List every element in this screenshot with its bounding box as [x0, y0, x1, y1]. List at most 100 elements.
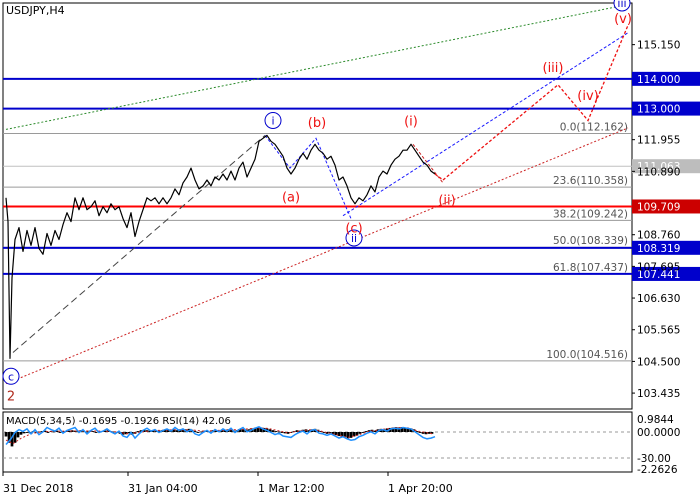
level-badge-label: 114.000	[637, 74, 680, 86]
y-tick-label: 106.630	[637, 293, 680, 305]
macd-histogram-bar	[328, 432, 332, 433]
wave-label: c	[8, 370, 14, 383]
macd-histogram-bar	[364, 431, 368, 432]
macd-histogram-bar	[55, 430, 59, 432]
macd-histogram-bar	[127, 432, 131, 434]
wave-label: (a)	[282, 190, 300, 205]
wave-label: iii	[617, 0, 626, 10]
indicator-title: MACD(5,34,5) -0.1695 -0.1926 RSI(14) 42.…	[6, 416, 231, 427]
macd-histogram-bar	[355, 432, 359, 436]
x-tick-label: 31 Dec 2018	[3, 482, 73, 495]
horizontal-levels: 114.000 113.000 109.709 108.319 107.441 111.0…	[3, 71, 700, 281]
axes: 115.150 111.955 110.890 108.760 107.695 106.6…	[2, 40, 680, 495]
fib-level-label: 50.0(108.339)	[553, 235, 628, 247]
y-tick-label: 103.435	[637, 388, 680, 400]
macd-histogram-bar	[385, 428, 389, 432]
y-tick-label: 105.565	[637, 325, 680, 337]
macd-histogram-bar	[199, 431, 203, 433]
y-tick-label: 108.760	[637, 230, 680, 242]
wave-label-circle	[2, 367, 20, 385]
level-badge-label: 108.319	[637, 243, 680, 255]
macd-histogram-bar	[307, 430, 311, 432]
macd-histogram-bar	[67, 430, 71, 432]
macd-histogram-bar	[181, 429, 185, 432]
wave-label-circle	[345, 229, 363, 247]
macd-histogram-bar	[373, 430, 377, 432]
macd-histogram-bar	[154, 431, 158, 432]
y-tick-label: 110.890	[637, 166, 680, 178]
macd-histogram-bar	[46, 432, 50, 433]
macd-histogram-bar	[283, 432, 287, 434]
wave-i-ii-path	[412, 143, 444, 184]
macd-signal-line	[5, 426, 433, 445]
macd-histogram-bar	[358, 432, 362, 434]
trend-line-blue-dotted	[342, 32, 629, 217]
wave-label: (iv)	[577, 89, 598, 104]
macd-histogram-bar	[337, 432, 341, 437]
macd-histogram-bar	[103, 430, 107, 432]
macd-histogram-bar	[220, 429, 224, 432]
macd-histogram-bar	[193, 431, 197, 432]
macd-histogram-bar	[91, 431, 95, 432]
trend-lines	[5, 3, 629, 385]
y-tick-label: 104.500	[637, 356, 680, 368]
fib-level-label: 100.0(104.516)	[546, 349, 628, 361]
macd-histogram-bar	[241, 428, 245, 432]
macd-histogram-bar	[343, 432, 347, 437]
macd-histogram-bar	[22, 432, 26, 434]
fib-level-label: 0.0(112.162)	[560, 122, 628, 134]
wave-label: ii	[351, 232, 357, 245]
macd-histogram-bar	[58, 432, 62, 433]
macd-histogram-bar	[16, 432, 20, 438]
x-tick-label: 31 Jan 04:00	[128, 482, 198, 495]
wave-label: (i)	[404, 114, 418, 129]
main-chart-title: USDJPY,H4	[6, 4, 65, 17]
macd-histogram-bar	[229, 429, 233, 432]
macd-histogram-bar	[40, 431, 44, 432]
indicator-tick-label: -30.00	[637, 453, 671, 465]
macd-histogram-bar	[424, 432, 428, 435]
wave-label: (ii)	[438, 193, 455, 208]
macd-histogram-bar	[280, 432, 284, 433]
macd-histogram-bar	[349, 432, 353, 438]
macd-histogram-bar	[322, 432, 326, 433]
wave-projection-path	[434, 25, 629, 181]
wave-label: (b)	[308, 116, 326, 131]
macd-histogram-bar	[139, 430, 143, 432]
rsi-line	[5, 425, 436, 445]
macd-histogram-bar	[136, 431, 140, 432]
wave-label-circle	[613, 0, 631, 12]
macd-histogram-bar	[238, 429, 242, 432]
macd-histogram-bar	[286, 432, 290, 434]
indicator-panel-frame	[2, 411, 633, 473]
y-tick-label: 111.955	[637, 135, 680, 147]
macd-histogram-bar	[19, 432, 23, 435]
macd-histogram-bar	[361, 432, 365, 433]
macd-histogram-bar	[400, 427, 404, 432]
macd-histogram-bar	[415, 431, 419, 432]
wave-label: (iii)	[543, 61, 564, 76]
indicator-panel	[3, 425, 632, 459]
macd-histogram-bar	[172, 429, 176, 432]
macd-histogram-bar	[157, 430, 161, 432]
macd-histogram-bar	[52, 431, 56, 433]
x-tick-label: 1 Mar 12:00	[258, 482, 324, 495]
macd-histogram-bar	[409, 428, 413, 432]
macd-histogram-bar	[340, 432, 344, 438]
macd-histogram-bar	[352, 432, 356, 437]
current-price-badge	[632, 159, 700, 174]
trend-line-green-dotted	[5, 3, 629, 130]
level-badge	[632, 199, 700, 214]
macd-histogram-bar	[391, 427, 395, 432]
level-badge	[632, 240, 700, 255]
macd-histogram-bar	[427, 432, 431, 434]
y-tick-label: 115.150	[637, 40, 680, 52]
macd-histogram-bar	[94, 432, 98, 433]
macd-histogram-bar	[274, 431, 278, 432]
macd-histogram-bar	[43, 430, 47, 432]
fib-level-label: 23.6(110.358)	[553, 175, 628, 187]
macd-histogram-bar	[259, 427, 263, 432]
trend-line-gray-dashed	[12, 134, 266, 353]
